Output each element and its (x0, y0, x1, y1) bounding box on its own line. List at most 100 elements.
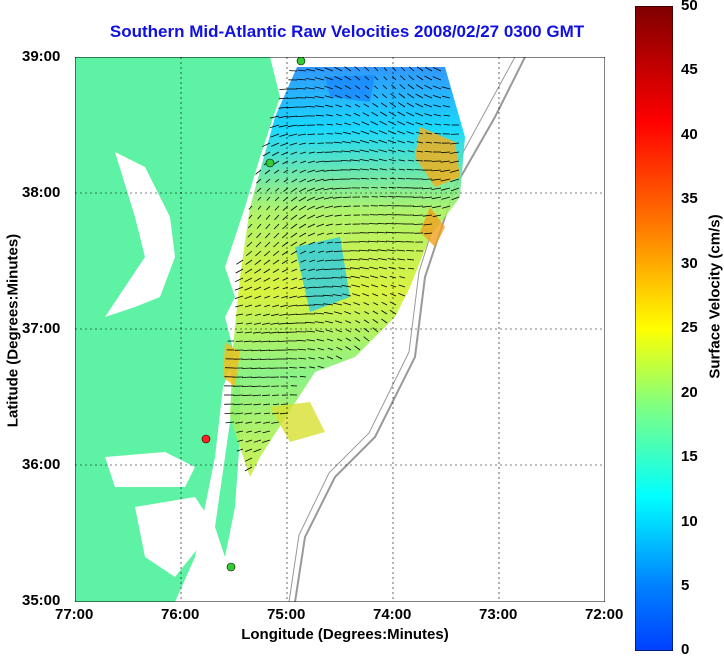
vector-arrow (272, 304, 280, 308)
vector-arrow (370, 177, 379, 180)
vector-arrow (407, 150, 415, 153)
vector-arrow (291, 178, 298, 183)
vector-arrow (235, 421, 244, 424)
vector-arrow (390, 284, 397, 288)
station-marker (296, 57, 306, 66)
vector-arrow (290, 196, 298, 202)
vector-arrow (341, 187, 352, 189)
vector-arrow (334, 132, 343, 135)
vector-arrow (415, 112, 424, 117)
vector-arrow (440, 169, 451, 173)
map-title: Southern Mid-Atlantic Raw Velocities 200… (109, 22, 585, 41)
vector-arrow (305, 87, 316, 90)
vector-arrow (345, 337, 352, 342)
vector-arrow (368, 258, 379, 261)
vector-arrow (291, 160, 298, 164)
vector-arrow (236, 259, 244, 265)
vector-arrow (325, 250, 334, 253)
vector-arrow (282, 160, 289, 165)
vector-arrow (451, 196, 460, 201)
vector-arrow (334, 241, 343, 244)
vector-arrow (299, 169, 307, 173)
vector-arrow (255, 241, 262, 248)
vector-arrow (272, 151, 280, 156)
vector-arrow (248, 205, 253, 210)
vector-arrow (287, 106, 298, 109)
vector-arrow (315, 268, 325, 271)
vector-arrow (264, 250, 271, 257)
colorbar-tick: 25 (681, 319, 698, 336)
vector-arrow (245, 322, 253, 325)
vector-arrow (450, 142, 460, 145)
vector-arrow (271, 412, 280, 415)
vector-arrow (398, 159, 406, 162)
vector-arrow (278, 106, 289, 109)
vector-arrow (314, 312, 325, 315)
vector-arrow (378, 205, 388, 207)
vector-arrow (324, 259, 334, 262)
vector-arrow (378, 158, 388, 162)
vector-arrow (324, 76, 334, 81)
vector-arrow (378, 149, 388, 153)
vector-arrow (449, 169, 460, 173)
vector-arrow (290, 232, 298, 238)
vector-arrow (388, 111, 397, 117)
vector-arrow (369, 266, 379, 270)
vector-arrow (405, 178, 415, 180)
vector-arrow (317, 365, 325, 369)
vector-arrow (305, 295, 316, 298)
vector-arrow (370, 120, 379, 126)
x-axis-label: Longitude (Degrees:Minutes) (241, 626, 449, 643)
vector-arrow (424, 103, 433, 108)
vector-arrow (360, 275, 370, 279)
vector-arrow (255, 421, 262, 424)
vector-arrow (386, 231, 397, 234)
vector-arrow (382, 84, 388, 90)
vector-arrow (374, 85, 379, 90)
vector-arrow (359, 140, 370, 144)
vector-arrow (242, 394, 253, 397)
vector-arrow (296, 313, 307, 315)
vector-arrow (434, 132, 442, 135)
vector-arrow (364, 85, 370, 90)
station-marker (201, 434, 211, 444)
vector-arrow (369, 168, 379, 171)
vector-arrow (432, 85, 442, 90)
vector-arrow (299, 250, 307, 255)
vector-arrow (242, 367, 253, 369)
vector-arrow (273, 295, 280, 299)
vector-arrow (440, 160, 451, 163)
vector-arrow (315, 205, 325, 210)
vector-arrow (297, 69, 307, 72)
vector-arrow (314, 321, 325, 324)
vector-arrow (389, 102, 397, 108)
vector-arrow (415, 93, 424, 99)
vector-arrow (432, 67, 442, 72)
vector-arrow (236, 430, 244, 433)
vector-arrow (390, 293, 397, 297)
vector-arrow (406, 102, 415, 108)
vector-arrow (364, 94, 370, 99)
vector-arrow (449, 160, 460, 164)
vector-arrow (263, 259, 271, 265)
vector-arrow (380, 187, 388, 189)
vector-arrow (355, 94, 361, 99)
vector-arrow (248, 223, 253, 229)
vector-arrow (386, 205, 397, 207)
vector-arrow (260, 340, 271, 343)
vector-arrow (364, 311, 370, 315)
vector-arrow (281, 259, 289, 264)
vector-arrow (266, 187, 271, 192)
vector-arrow (369, 275, 379, 279)
vector-arrow (309, 366, 316, 369)
y-tick: 37:00 (22, 320, 61, 337)
colorbar-label: Surface Velocity (cm/s) (706, 214, 724, 379)
colorbar-tick: 30 (681, 255, 698, 272)
colorbar-tick: 15 (681, 448, 698, 465)
vector-arrow (335, 232, 343, 235)
vector-arrow (254, 286, 262, 291)
vector-arrow (256, 178, 262, 184)
vector-arrow (296, 304, 307, 307)
vector-arrow (324, 320, 334, 324)
vector-arrow (397, 121, 406, 126)
